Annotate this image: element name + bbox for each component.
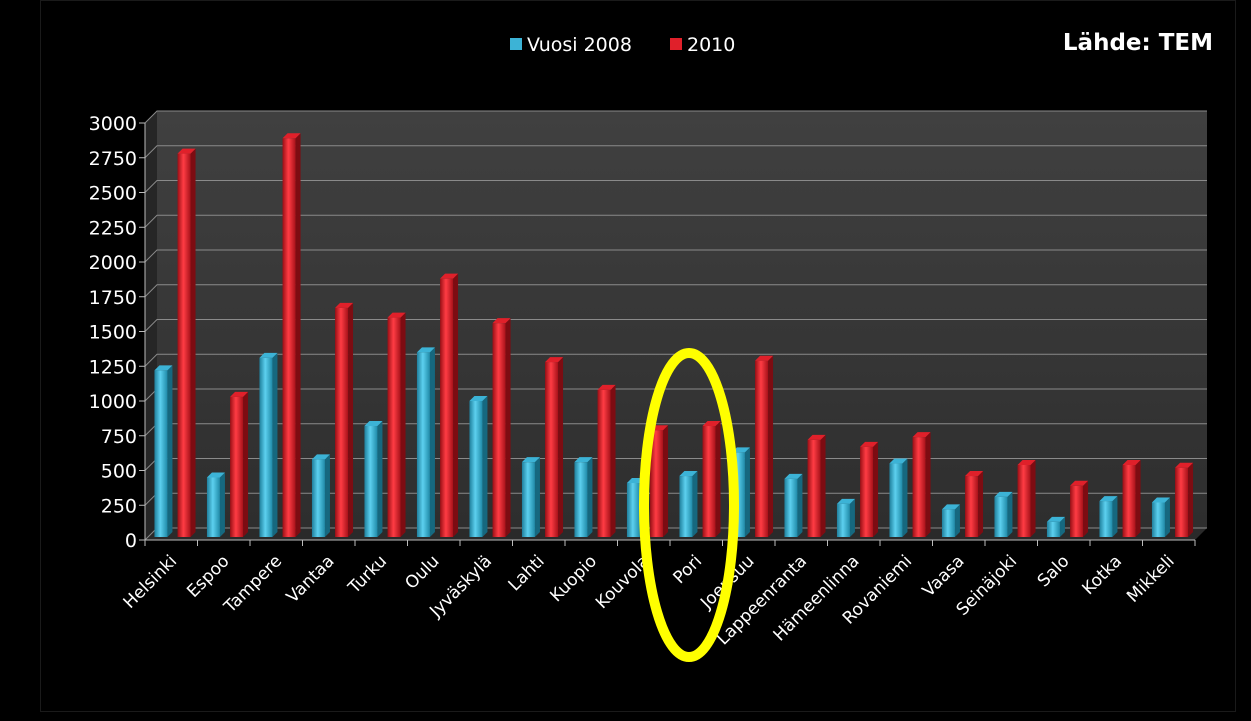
gridline: [144, 284, 1207, 298]
bar-oulu-2010: [440, 273, 459, 537]
bar-tampere-2010: [282, 133, 301, 538]
plot-floor: [145, 528, 1207, 540]
bar-hameenlinna-2008: [836, 498, 855, 537]
bar-jyvaskyla-2010: [492, 318, 511, 537]
bar-espoo-2010: [230, 391, 249, 537]
bar-lahti-2008: [521, 457, 540, 537]
bar-vantaa-2010: [335, 302, 354, 537]
bar-lappeenranta-2010: [807, 434, 826, 537]
y-tick-label: 2000: [89, 252, 137, 274]
bar-mikkeli-2008: [1151, 497, 1170, 537]
chart-frame: Vuosi 2008 2010 Lähde: TEM 0 250 500 750 100…: [40, 0, 1236, 712]
y-tick-label: 1000: [89, 391, 137, 413]
gridline: [144, 110, 1207, 124]
legend-label-2010: 2010: [687, 34, 735, 56]
x-tick-label-mikkeli: Mikkeli: [1123, 551, 1178, 606]
y-tick-label: 2250: [89, 217, 137, 239]
x-tick-label-oulu: Oulu: [401, 551, 443, 593]
bar-espoo-2008: [206, 472, 225, 537]
bar-lappeenranta-2008: [784, 473, 803, 537]
gridline: [144, 353, 1207, 367]
x-tick-label-vaasa: Vaasa: [919, 551, 969, 601]
bar-jyvaskyla-2008: [469, 396, 488, 537]
plot-area: [144, 110, 1207, 541]
bar-oulu-2008: [416, 347, 435, 537]
bar-salo-2008: [1046, 516, 1065, 537]
bar-joensuu-2010: [755, 355, 774, 537]
source-label: Lähde: TEM: [1063, 30, 1213, 56]
pori-highlight-ellipse: [639, 348, 739, 662]
bar-turku-2008: [364, 421, 383, 537]
y-tick-label: 1250: [89, 356, 137, 378]
bar-rovaniemi-2010: [912, 432, 931, 537]
bar-kotka-2008: [1099, 496, 1118, 537]
y-tick-label: 2500: [89, 183, 137, 205]
x-tick-label-pori: Pori: [669, 551, 706, 588]
y-tick-label: 3000: [89, 113, 137, 135]
x-tick-label-espoo: Espoo: [183, 551, 233, 601]
bars: [154, 133, 1194, 538]
x-tick-label-salo: Salo: [1034, 551, 1074, 591]
legend-label-2008: Vuosi 2008: [527, 34, 632, 56]
x-tick-label-kotka: Kotka: [1078, 551, 1126, 599]
x-tick-label-vantaa: Vantaa: [283, 551, 339, 607]
bar-helsinki-2010: [177, 148, 196, 537]
bar-vaasa-2010: [965, 471, 984, 537]
y-tick-label: 1750: [89, 287, 137, 309]
x-tick-label-turku: Turku: [344, 551, 391, 598]
x-tick-label-lahti: Lahti: [505, 551, 549, 595]
y-tick-label: 2750: [89, 148, 137, 170]
y-tick-label: 0: [125, 530, 137, 552]
bar-pori-2010: [702, 421, 721, 537]
bar-salo-2010: [1070, 480, 1089, 537]
legend-swatch-2008: [510, 38, 522, 50]
legend-swatch-2010: [670, 38, 682, 50]
bar-helsinki-2008: [154, 365, 173, 537]
bar-kuopio-2008: [574, 457, 593, 537]
gridline: [144, 180, 1207, 193]
gridline: [144, 249, 1207, 263]
bar-kotka-2010: [1122, 459, 1141, 537]
bar-pori-2008: [679, 471, 698, 537]
x-tick-label-helsinki: Helsinki: [120, 551, 181, 612]
bar-kouvola-2010: [650, 425, 669, 537]
bar-turku-2010: [387, 312, 406, 537]
bar-vantaa-2008: [311, 454, 330, 537]
gridline: [144, 214, 1207, 228]
bar-tampere-2008: [259, 352, 278, 537]
y-tick-label: 250: [101, 495, 137, 517]
legend: Vuosi 2008 2010: [510, 34, 735, 56]
bar-lahti-2010: [545, 357, 564, 537]
y-tick-label: 750: [101, 426, 137, 448]
y-axis: 0 250 500 750 1000 1250 1500 1750 2000 2250 2500 27…: [89, 113, 146, 552]
bar-vaasa-2008: [941, 504, 960, 537]
bar-seinajoki-2008: [994, 491, 1013, 537]
bar-seinajoki-2010: [1017, 459, 1036, 537]
gridline: [144, 145, 1207, 159]
bar-kuopio-2010: [597, 384, 616, 537]
x-tick-label-tampere: Tampere: [220, 551, 286, 617]
gridline: [144, 319, 1207, 332]
y-tick-label: 500: [101, 461, 137, 483]
y-tick-label: 1500: [89, 322, 137, 344]
bar-hameenlinna-2010: [860, 441, 879, 537]
bar-chart: Vuosi 2008 2010 Lähde: TEM 0 250 500 750 100…: [89, 30, 1213, 662]
bar-mikkeli-2010: [1175, 462, 1194, 537]
bar-rovaniemi-2008: [889, 458, 908, 537]
